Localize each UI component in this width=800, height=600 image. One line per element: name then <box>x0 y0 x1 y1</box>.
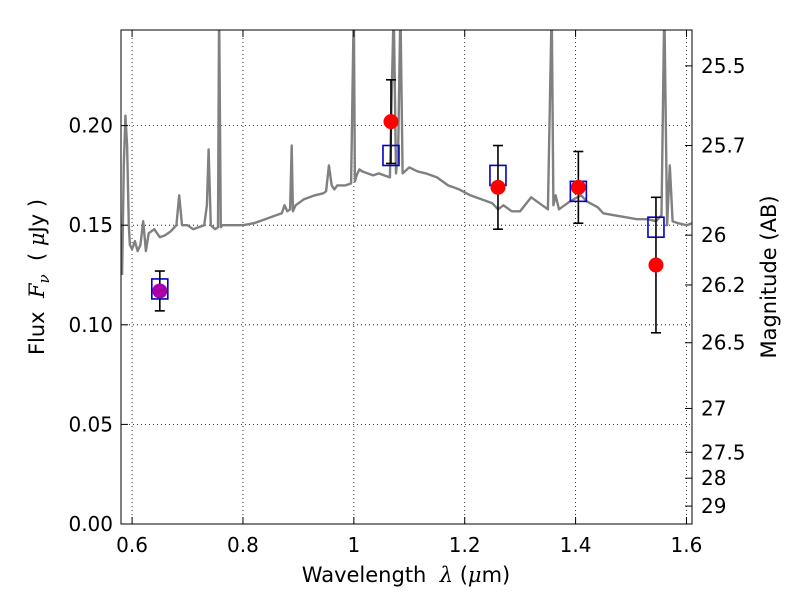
y2-tick-label: 27 <box>701 396 726 420</box>
y2-tick-label: 26 <box>701 223 726 247</box>
y-tick-label: 0.00 <box>68 512 113 536</box>
plot-area <box>121 30 692 334</box>
observed-point <box>570 179 586 195</box>
x-tick-label: 1 <box>347 533 360 557</box>
x-axis-label: Wavelength λ (μm) <box>302 563 510 587</box>
y2-tick-label: 25.7 <box>701 134 746 158</box>
y-axis-label: Flux Fν ( μJy ) <box>25 199 53 355</box>
y2-tick-label: 27.5 <box>701 440 746 464</box>
y2-tick-label: 26.5 <box>701 331 746 355</box>
y2-axis-label: Magnitude (AB) <box>757 195 781 358</box>
x-tick-label: 1.4 <box>560 533 592 557</box>
y2-tick-label: 26.2 <box>701 273 746 297</box>
y2-tick-label: 29 <box>701 494 726 518</box>
y2-tick-label: 25.5 <box>701 54 746 78</box>
observed-point <box>152 283 168 299</box>
y-tick-label: 0.05 <box>68 412 113 436</box>
observed-point <box>490 179 506 195</box>
observed-points <box>152 78 664 334</box>
x-tick-label: 0.6 <box>116 533 148 557</box>
x-tick-label: 1.2 <box>449 533 481 557</box>
x-tick-label: 0.8 <box>227 533 259 557</box>
axis-ticks: 0.6 0.8 1 1.2 1.4 1.6 0.00 0.05 0.10 0.15 0.20 25.5… <box>68 30 746 557</box>
y2-tick-label: 28 <box>701 466 726 490</box>
y-tick-label: 0.10 <box>68 313 113 337</box>
observed-point <box>648 257 664 273</box>
x-tick-label: 1.6 <box>671 533 703 557</box>
y-tick-label: 0.20 <box>68 114 113 138</box>
y-tick-label: 0.15 <box>68 213 113 237</box>
observed-point <box>383 114 399 130</box>
plot-frame <box>120 29 693 525</box>
model-spectrum-line <box>121 30 692 276</box>
